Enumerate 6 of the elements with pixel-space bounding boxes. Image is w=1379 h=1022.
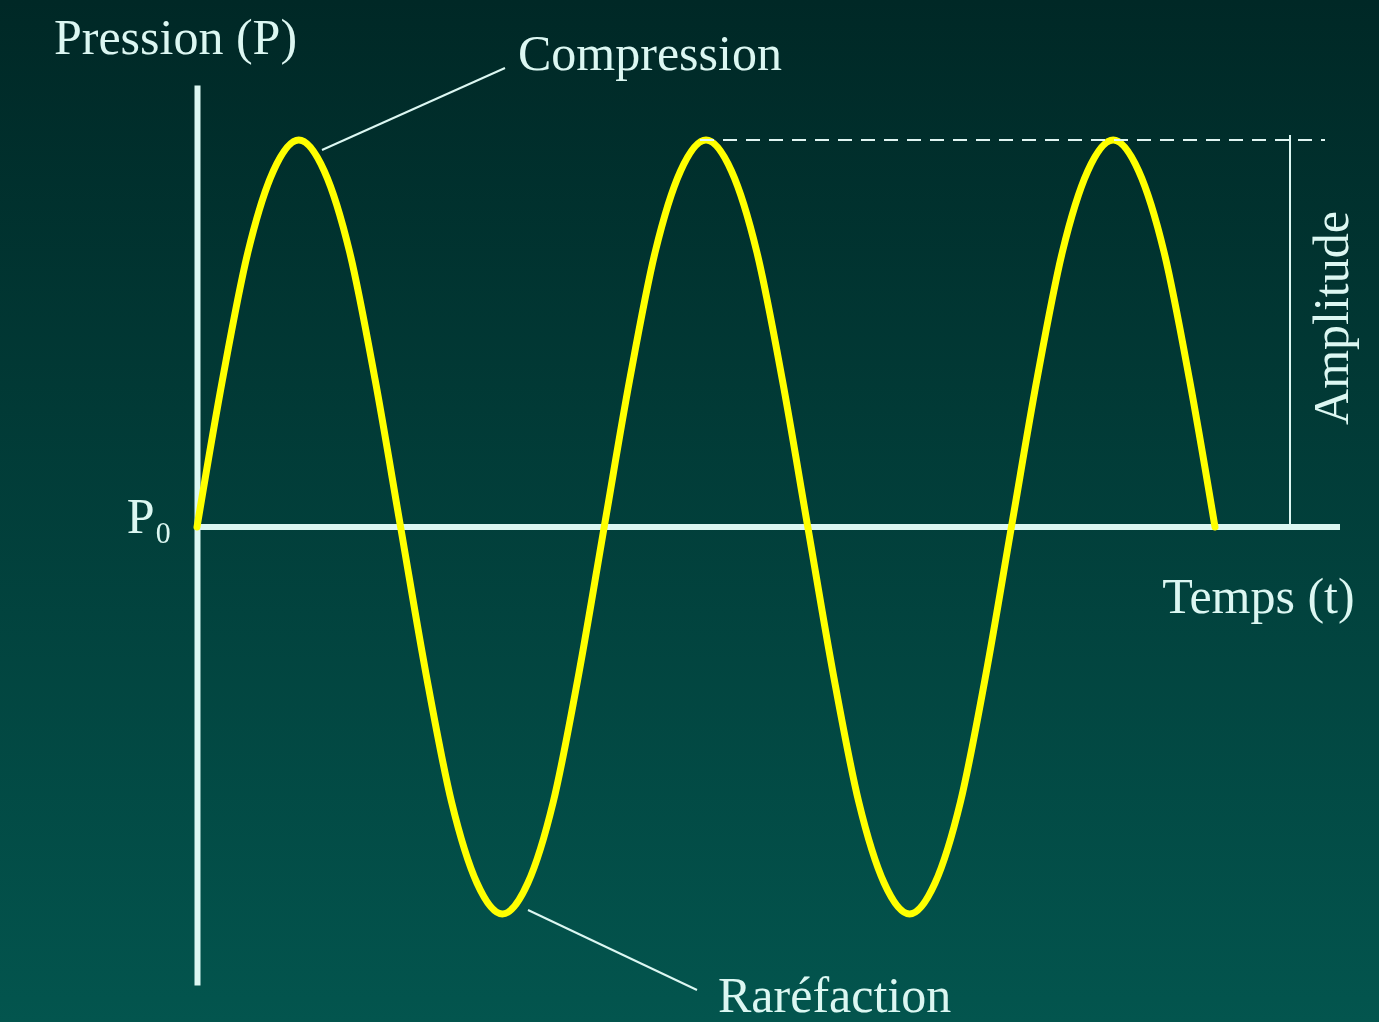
text: P₀ (126, 488, 172, 544)
text: Amplitude (1303, 211, 1359, 425)
text: Compression (518, 25, 782, 81)
y-axis-title: Pression (P) (53, 8, 298, 65)
x-axis-title: Temps (t) (1162, 567, 1355, 624)
text: Raréfaction (718, 967, 952, 1022)
